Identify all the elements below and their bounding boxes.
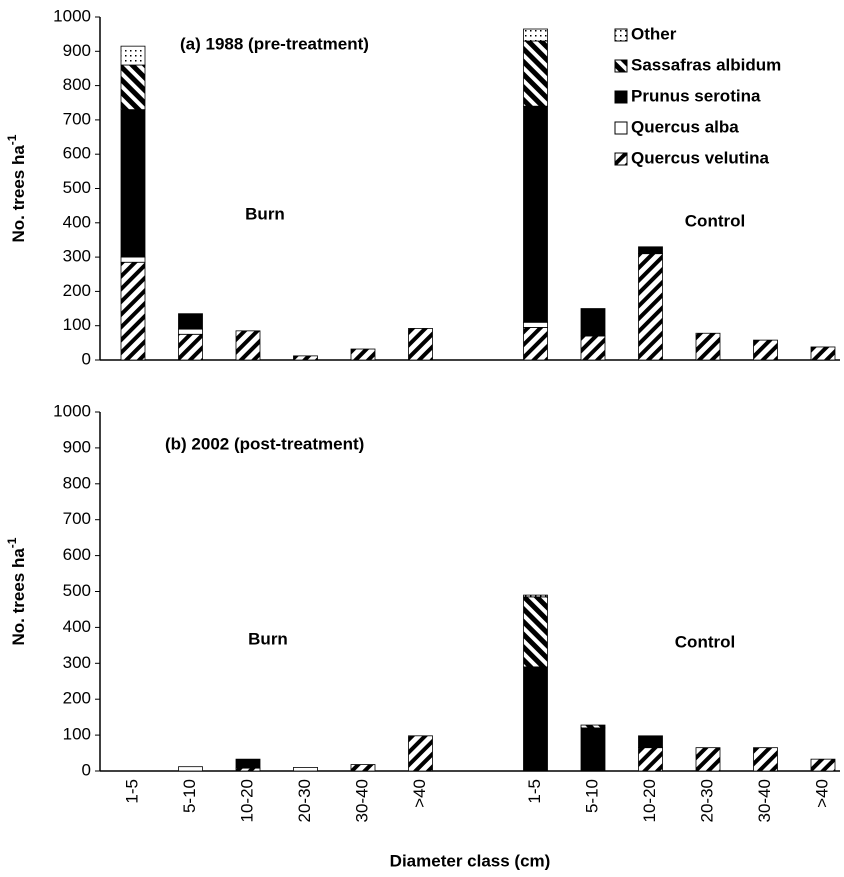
- bar-segment: [120, 64, 146, 111]
- y-tick-label: 400: [63, 212, 91, 231]
- y-tick-label: 500: [63, 581, 91, 600]
- y-label-text: No. trees ha: [9, 548, 28, 646]
- legend-label: Sassafras albidum: [631, 55, 781, 74]
- bar-segment: [523, 321, 548, 328]
- bar-segment: [753, 747, 778, 772]
- y-tick-label: 400: [63, 617, 91, 636]
- bar-segment: [638, 246, 663, 255]
- bar-segment: [638, 253, 663, 361]
- y-tick-label: 200: [63, 689, 91, 708]
- bar-segment: [293, 767, 318, 772]
- y-tick-label: 300: [63, 653, 91, 672]
- y-label-superscript: -1: [5, 537, 19, 548]
- bar-segment: [695, 332, 721, 361]
- x-tick-label: 1-5: [525, 779, 544, 804]
- bar-segment: [178, 313, 203, 330]
- y-tick-label: 100: [63, 315, 91, 334]
- y-tick-label: 700: [63, 109, 91, 128]
- bar-segment: [178, 328, 203, 335]
- y-tick-label: 100: [63, 725, 91, 744]
- y-axis-label: No. trees ha-1: [5, 134, 28, 242]
- annotation: Burn: [248, 629, 288, 648]
- y-tick-label: 600: [63, 144, 91, 163]
- bar-segment: [810, 758, 836, 772]
- legend-label: Quercus velutina: [631, 148, 769, 167]
- legend-label: Other: [631, 24, 677, 43]
- bar-segment: [523, 327, 548, 361]
- y-tick-label: 800: [63, 75, 91, 94]
- bar-segment: [523, 105, 548, 323]
- x-tick-label: 1-5: [122, 779, 141, 804]
- bar-segment: [120, 256, 146, 263]
- bar-segment: [580, 335, 606, 361]
- bar-segment: [178, 766, 203, 772]
- bar-segment: [638, 747, 663, 772]
- y-tick-label: 600: [63, 545, 91, 564]
- bar-segment: [178, 333, 203, 361]
- bar-segment: [235, 758, 261, 769]
- annotation: Burn: [245, 204, 285, 223]
- x-tick-label: >40: [812, 779, 831, 808]
- y-axis-label: No. trees ha-1: [5, 537, 28, 645]
- y-tick-label: 700: [63, 509, 91, 528]
- bar-segment: [120, 261, 146, 361]
- bar-segment: [580, 724, 606, 729]
- legend-swatch: [614, 90, 628, 104]
- bar-segment: [350, 348, 376, 361]
- y-tick-label: 800: [63, 473, 91, 492]
- bar-segment: [523, 596, 548, 668]
- y-tick-label: 900: [63, 437, 91, 456]
- y-tick-label: 1000: [53, 6, 91, 25]
- y-tick-label: 900: [63, 41, 91, 60]
- x-tick-label: 10-20: [640, 779, 659, 822]
- panel-title: (b) 2002 (post-treatment): [165, 434, 364, 453]
- panel-title: (a) 1988 (pre-treatment): [180, 34, 369, 53]
- x-tick-label: 5-10: [582, 779, 601, 813]
- annotation: Control: [675, 632, 735, 651]
- bar-segment: [293, 355, 318, 361]
- x-tick-label: 20-30: [697, 779, 716, 822]
- legend-swatch: [614, 28, 628, 42]
- x-tick-label: 30-40: [352, 779, 371, 822]
- bar-segment: [523, 666, 548, 772]
- legend-swatch: [614, 59, 628, 73]
- y-tick-label: 1000: [53, 401, 91, 420]
- y-tick-label: 300: [63, 247, 91, 266]
- bar-segment: [120, 45, 146, 66]
- x-tick-label: 10-20: [237, 779, 256, 822]
- bar-segment: [638, 735, 663, 749]
- y-tick-label: 200: [63, 281, 91, 300]
- bar-segment: [408, 735, 433, 772]
- annotation: Control: [685, 211, 745, 230]
- bar-segment: [580, 308, 606, 337]
- x-tick-label: 5-10: [180, 779, 199, 813]
- bar-segment: [810, 346, 836, 361]
- bar-segment: [120, 109, 146, 258]
- bar-segment: [523, 28, 548, 42]
- bar-segment: [695, 747, 721, 772]
- bar-segment: [235, 330, 261, 361]
- y-tick-label: 500: [63, 178, 91, 197]
- bar-segment: [350, 764, 376, 772]
- y-tick-label: 0: [82, 349, 91, 368]
- x-axis-label: Diameter class (cm): [390, 851, 551, 870]
- x-tick-label: 20-30: [295, 779, 314, 822]
- y-label-superscript: -1: [5, 134, 19, 145]
- bar-segment: [523, 594, 548, 598]
- bar-segment: [523, 40, 548, 107]
- bar-segment: [753, 339, 778, 361]
- legend-label: Quercus alba: [631, 117, 739, 136]
- legend-swatch: [614, 121, 628, 135]
- legend-swatch: [614, 152, 628, 166]
- y-label-text: No. trees ha: [9, 145, 28, 243]
- legend-label: Prunus serotina: [631, 86, 761, 105]
- bar-segment: [408, 328, 433, 361]
- x-tick-label: >40: [410, 779, 429, 808]
- bar-segment: [235, 767, 261, 772]
- y-tick-label: 0: [82, 760, 91, 779]
- x-tick-label: 30-40: [755, 779, 774, 822]
- bar-segment: [580, 727, 606, 772]
